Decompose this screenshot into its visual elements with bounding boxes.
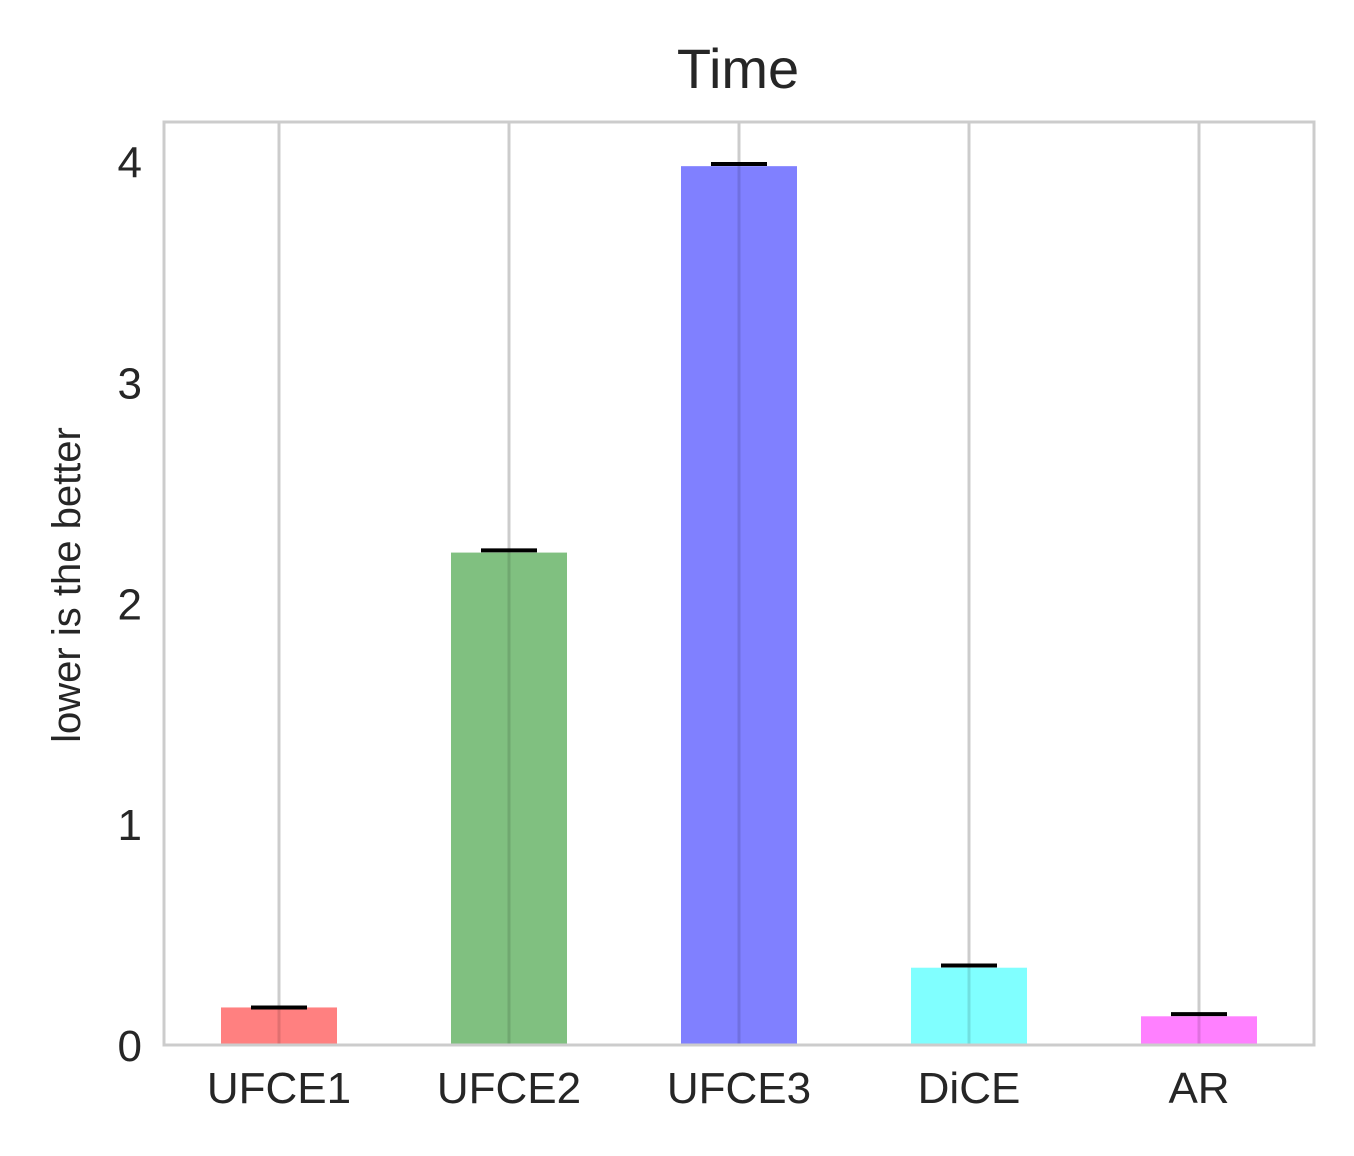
y-tick-label: 3: [118, 360, 142, 409]
x-tick-label: UFCE3: [667, 1064, 811, 1113]
y-tick-label: 1: [118, 801, 142, 850]
x-tick-label: DiCE: [918, 1064, 1021, 1113]
y-tick-label: 0: [118, 1022, 142, 1071]
chart-title: Time: [677, 37, 799, 100]
bar: [911, 967, 1027, 1045]
plot-area: 0 1 2 3 4 UFCE1 UFCE2 UFCE3 DiCE AR: [118, 120, 1316, 1113]
bar: [451, 552, 567, 1045]
y-axis-label: lower is the better: [45, 427, 89, 743]
bar: [681, 166, 797, 1046]
x-tick-label: AR: [1168, 1064, 1229, 1113]
bar: [221, 1007, 337, 1045]
y-tick-label: 2: [118, 580, 142, 629]
x-tick-label: UFCE1: [207, 1064, 351, 1113]
x-tick-label: UFCE2: [437, 1064, 581, 1113]
bar: [1141, 1016, 1257, 1045]
axes-frame: [162, 120, 1316, 1047]
y-tick-label: 4: [118, 139, 142, 188]
